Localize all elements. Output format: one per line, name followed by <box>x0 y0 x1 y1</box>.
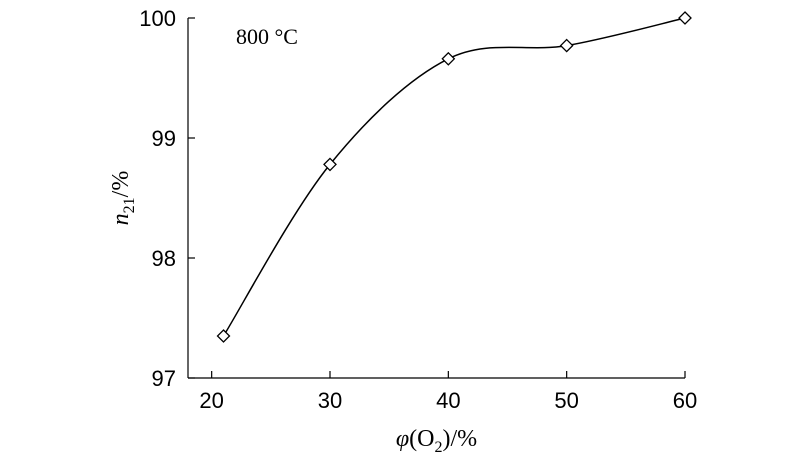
x-tick-label: 40 <box>436 388 460 413</box>
y-axis-subscript: 21 <box>121 197 138 213</box>
x-axis-open: (O <box>409 426 434 452</box>
y-tick-label: 97 <box>152 366 176 391</box>
x-tick-label: 30 <box>318 388 342 413</box>
x-axis-symbol: φ <box>396 426 409 452</box>
data-point-marker <box>678 11 692 25</box>
data-point-marker <box>441 51 456 66</box>
series-group <box>216 11 692 343</box>
x-axis-close: )/% <box>442 426 477 452</box>
temperature-annotation: 800 °C <box>236 24 298 49</box>
data-point-marker <box>216 329 231 343</box>
axes <box>187 18 685 379</box>
y-tick-label: 100 <box>139 6 176 31</box>
ticks: 20 30 40 50 60 97 98 99 100 <box>139 6 697 413</box>
x-axis-subscript: 2 <box>434 439 442 456</box>
y-axis-symbol: n <box>108 213 134 225</box>
data-point-marker <box>559 38 574 53</box>
y-tick-label: 98 <box>152 246 176 271</box>
y-axis-unit: /% <box>108 171 134 198</box>
series-line <box>222 17 686 337</box>
data-point-marker <box>323 157 337 172</box>
x-tick-label: 20 <box>199 388 223 413</box>
x-axis-title: φ(O2)/% <box>396 426 477 456</box>
x-tick-label: 50 <box>554 388 578 413</box>
y-axis-title: n21/% <box>108 171 138 226</box>
y-tick-label: 99 <box>152 126 176 151</box>
x-tick-label: 60 <box>673 388 697 413</box>
